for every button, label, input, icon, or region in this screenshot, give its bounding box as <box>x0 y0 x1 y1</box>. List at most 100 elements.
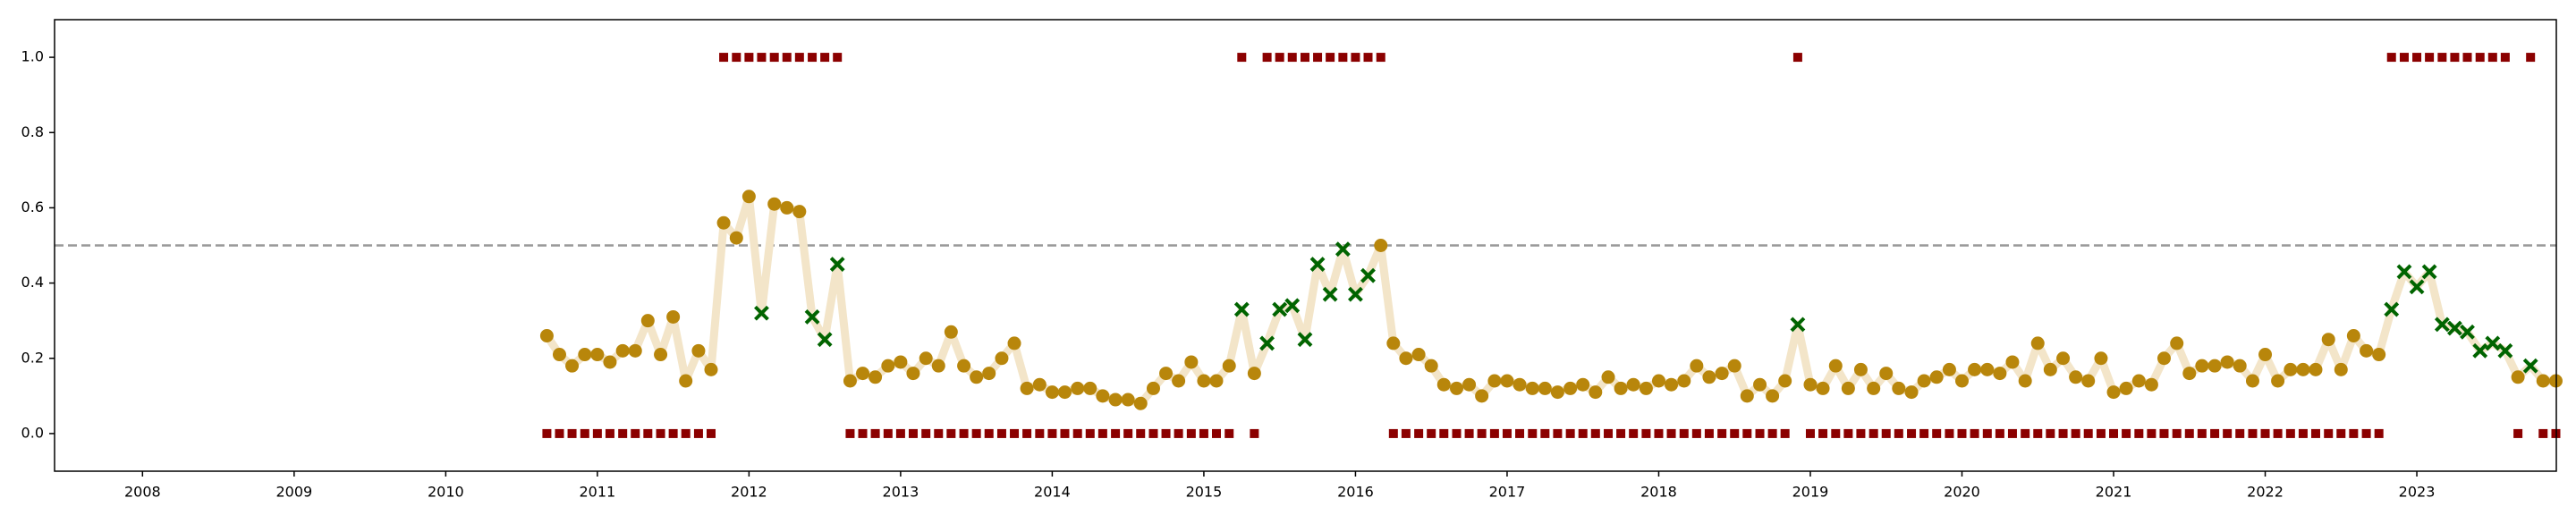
label-marker <box>2235 428 2245 438</box>
label-marker <box>2248 428 2258 438</box>
label-marker <box>2298 428 2308 438</box>
probability-point <box>1828 359 1843 373</box>
probability-point <box>957 359 971 373</box>
probability-point <box>1450 381 1464 395</box>
probability-point <box>869 370 883 384</box>
label-marker <box>1351 53 1360 63</box>
x-tick-label: 2021 <box>2096 484 2132 501</box>
probability-point <box>1563 381 1578 395</box>
probability-point <box>1133 396 1148 410</box>
label-marker <box>2210 428 2220 438</box>
label-marker <box>2487 53 2497 63</box>
label-marker <box>643 428 653 438</box>
label-marker <box>2197 428 2207 438</box>
label-marker <box>2147 428 2157 438</box>
label-marker <box>1629 428 1639 438</box>
probability-point <box>1917 374 1931 388</box>
probability-point <box>1108 393 1123 407</box>
probability-point <box>1589 385 1603 400</box>
label-marker <box>618 428 628 438</box>
probability-point <box>1436 377 1451 392</box>
probability-point <box>565 359 580 373</box>
label-marker <box>1654 428 1664 438</box>
probability-point <box>2043 362 2057 376</box>
label-marker <box>1123 428 1133 438</box>
y-tick-label: 0.2 <box>21 349 44 366</box>
label-marker <box>555 428 564 438</box>
y-tick-label: 0.4 <box>21 274 44 291</box>
label-marker <box>833 53 843 63</box>
probability-point <box>856 367 870 381</box>
probability-point <box>1411 348 1426 362</box>
label-marker <box>1717 428 1727 438</box>
probability-point <box>1007 336 1021 350</box>
label-marker <box>1174 428 1183 438</box>
probability-point <box>666 309 681 324</box>
label-marker <box>1730 428 1740 438</box>
label-marker <box>1060 428 1070 438</box>
y-tick-label: 0.8 <box>21 123 44 140</box>
label-marker <box>2538 428 2548 438</box>
probability-point <box>1766 389 1780 403</box>
label-marker <box>2399 53 2409 63</box>
x-tick-label: 2010 <box>428 484 464 501</box>
label-marker <box>1199 428 1208 438</box>
probability-point <box>1677 374 1691 388</box>
label-marker <box>870 428 880 438</box>
label-marker <box>1868 428 1878 438</box>
misclassified-point <box>817 332 833 348</box>
label-marker <box>1338 53 1348 63</box>
probability-point <box>1614 381 1628 395</box>
label-marker <box>883 428 893 438</box>
label-marker <box>971 428 981 438</box>
probability-point <box>654 348 668 362</box>
label-marker <box>1313 53 1323 63</box>
label-marker <box>1022 428 1032 438</box>
label-marker <box>1326 53 1335 63</box>
misclassified-point <box>2434 317 2450 333</box>
x-tick-label: 2008 <box>124 484 161 501</box>
probability-point <box>2360 343 2374 358</box>
label-marker <box>2071 428 2080 438</box>
label-marker <box>668 428 678 438</box>
label-marker <box>1388 428 1398 438</box>
probability-point <box>1702 370 1716 384</box>
probability-point <box>1197 374 1211 388</box>
label-marker <box>757 53 767 63</box>
probability-point <box>1993 367 2007 381</box>
label-marker <box>984 428 994 438</box>
label-marker <box>2046 428 2055 438</box>
probability-point <box>1172 374 1186 388</box>
probability-point <box>1665 377 1679 392</box>
probability-point <box>578 348 592 362</box>
label-marker <box>1805 428 1815 438</box>
misclassified-point <box>1233 301 1250 317</box>
label-marker <box>1755 428 1765 438</box>
probability-point <box>2094 351 2108 366</box>
x-tick-label: 2022 <box>2247 484 2284 501</box>
label-marker <box>2223 428 2233 438</box>
misclassified-point <box>1284 298 1301 314</box>
label-marker <box>1186 428 1196 438</box>
label-marker <box>1894 428 1903 438</box>
probability-point <box>1867 381 1881 395</box>
probability-point <box>1968 362 1982 376</box>
probability-point <box>1841 381 1855 395</box>
label-marker <box>1237 53 1247 63</box>
label-marker <box>2513 428 2523 438</box>
misclassified-point <box>2396 264 2412 280</box>
label-marker <box>580 428 589 438</box>
probability-point <box>1386 336 1401 350</box>
label-marker <box>1691 428 1701 438</box>
probability-point <box>2182 367 2197 381</box>
probability-point <box>1929 370 1944 384</box>
probability-point <box>2081 374 2096 388</box>
label-marker <box>2184 428 2194 438</box>
label-marker <box>1932 428 1942 438</box>
label-marker <box>1792 53 1802 63</box>
label-marker <box>2349 428 2359 438</box>
label-marker <box>1818 428 1828 438</box>
label-marker <box>1010 428 1020 438</box>
label-marker <box>719 53 729 63</box>
label-marker <box>1250 428 1259 438</box>
